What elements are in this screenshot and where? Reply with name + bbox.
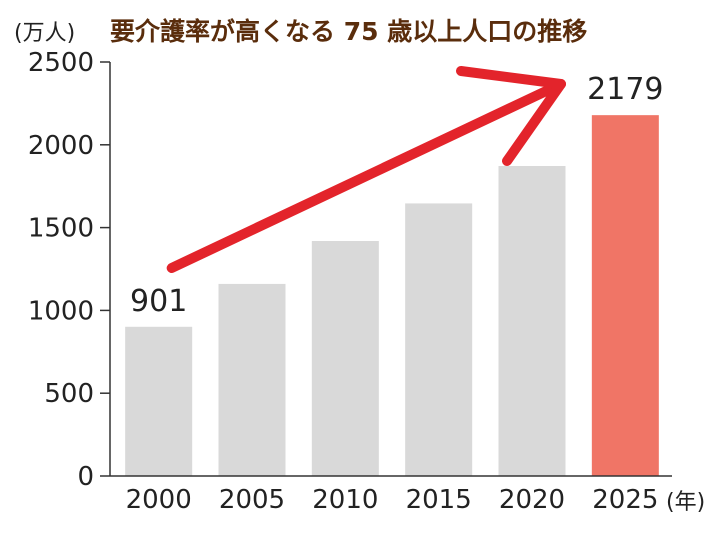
y-tick-label: 0 bbox=[77, 462, 94, 492]
bar-2010 bbox=[311, 241, 379, 476]
y-tick-label: 1000 bbox=[28, 296, 94, 326]
y-axis-unit-label: (万人) bbox=[14, 21, 76, 46]
y-tick-label: 2500 bbox=[28, 48, 94, 78]
y-tick-label: 2000 bbox=[28, 131, 94, 161]
bars bbox=[125, 115, 659, 477]
data-label-2025: 2179 bbox=[587, 72, 663, 107]
y-axis-ticks: 0 500 1000 1500 2000 2500 bbox=[28, 48, 110, 492]
x-tick-label-2015: 2015 bbox=[406, 485, 472, 515]
data-labels: 901 2179 bbox=[130, 72, 663, 319]
bar-2005 bbox=[218, 283, 286, 476]
increase-arrow bbox=[166, 66, 566, 273]
x-tick-label-2020: 2020 bbox=[499, 485, 565, 515]
bar-2000 bbox=[125, 326, 193, 476]
arrow-head bbox=[456, 66, 566, 166]
x-tick-label-2005: 2005 bbox=[219, 485, 285, 515]
x-axis-unit-label: (年) bbox=[666, 490, 706, 515]
x-tick-label-2010: 2010 bbox=[312, 485, 378, 515]
arrow-shaft bbox=[166, 79, 566, 273]
x-tick-label-2025: 2025 bbox=[592, 485, 658, 515]
bar-2020 bbox=[498, 165, 566, 476]
bar-2015 bbox=[405, 203, 473, 476]
bar-2025 bbox=[591, 115, 659, 477]
x-tick-label-2000: 2000 bbox=[126, 485, 192, 515]
x-axis-tick-labels: 2000 2005 2010 2015 2020 2025 bbox=[126, 485, 659, 515]
y-tick-label: 1500 bbox=[28, 214, 94, 244]
y-tick-label: 500 bbox=[44, 379, 94, 409]
data-label-2000: 901 bbox=[130, 284, 187, 319]
chart-title: 要介護率が高くなる 75 歳以上人口の推移 bbox=[110, 17, 588, 46]
